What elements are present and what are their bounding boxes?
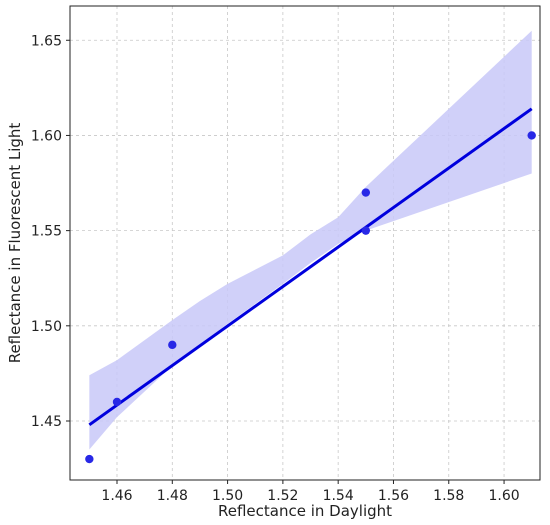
x-tick-label: 1.54 <box>323 488 354 504</box>
x-axis-label: Reflectance in Daylight <box>218 502 392 520</box>
data-point <box>112 397 122 407</box>
y-axis-label: Reflectance in Fluorescent Light <box>6 123 24 364</box>
x-axis-ticks: 1.46 1.48 1.50 1.52 1.54 1.56 1.58 1.60 <box>101 480 520 504</box>
y-axis-ticks: 1.45 1.50 1.55 1.60 1.65 <box>31 33 70 430</box>
x-tick-label: 1.52 <box>267 488 298 504</box>
x-tick-label: 1.50 <box>212 488 243 504</box>
y-tick-label: 1.60 <box>31 128 62 144</box>
x-tick-label: 1.48 <box>157 488 188 504</box>
y-tick-label: 1.65 <box>31 33 62 49</box>
data-points <box>85 131 536 464</box>
confidence-band <box>89 30 532 450</box>
x-tick-label: 1.46 <box>101 488 132 504</box>
data-point <box>85 454 94 464</box>
data-point <box>361 226 371 235</box>
data-point <box>527 131 536 140</box>
x-tick-label: 1.60 <box>488 488 519 504</box>
data-point <box>361 188 371 197</box>
plot-frame <box>69 5 541 481</box>
data-point <box>168 340 177 350</box>
y-tick-label: 1.45 <box>31 414 62 430</box>
regression-line <box>88 107 533 427</box>
x-tick-label: 1.58 <box>433 488 464 504</box>
y-tick-label: 1.55 <box>31 224 62 240</box>
x-tick-label: 1.56 <box>378 488 409 504</box>
y-tick-label: 1.50 <box>31 319 62 335</box>
